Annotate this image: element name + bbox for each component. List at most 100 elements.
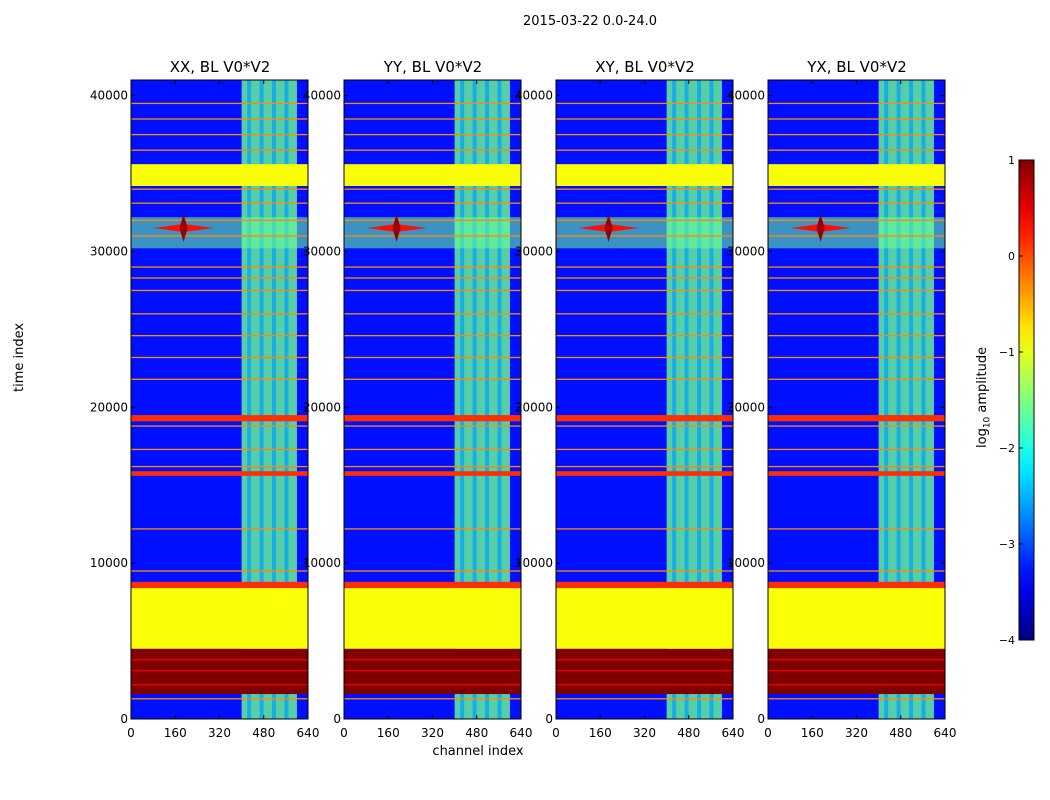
bright-event-core — [393, 225, 400, 232]
heatmap-panel: 0 160 320 480 640 0 10000 20000 30000 40000 — [727, 79, 957, 740]
flag-line — [768, 219, 945, 221]
flag-line — [556, 335, 733, 337]
panel-title-yy: YY, BL V0*V2 — [383, 58, 483, 76]
flagged-block — [768, 415, 945, 422]
y-tick-label: 30000 — [727, 244, 765, 258]
rfi-gap-stripe — [284, 80, 289, 719]
flag-line — [131, 570, 308, 572]
flag-line — [768, 118, 945, 120]
rfi-gap-stripe — [896, 80, 901, 719]
flag-line — [768, 356, 945, 359]
x-axis-label: channel index — [432, 744, 524, 759]
y-tick-label: 40000 — [515, 89, 553, 103]
flag-line — [768, 202, 945, 204]
y-tick-label: 0 — [545, 712, 553, 726]
rfi-gap-stripe — [672, 80, 677, 719]
flag-line — [131, 266, 308, 268]
flag-line — [768, 448, 945, 451]
flag-line — [556, 235, 733, 237]
flag-line — [131, 188, 308, 190]
x-tick-label: 0 — [764, 726, 772, 740]
flag-line — [768, 102, 945, 105]
flag-line — [131, 118, 308, 120]
bright-time-band — [131, 217, 308, 249]
flagged-block — [768, 581, 945, 589]
flag-line — [131, 289, 308, 292]
bright-event-core — [817, 225, 824, 232]
flagged-block — [131, 471, 308, 476]
flagged-block — [344, 471, 521, 476]
flagged-block — [556, 581, 733, 589]
y-tick-label: 10000 — [727, 556, 765, 570]
flag-line — [131, 335, 308, 337]
colorbar-tick-label: −3 — [999, 538, 1015, 551]
flag-line — [131, 235, 308, 237]
flag-line — [131, 378, 308, 380]
rfi-gap-stripe — [909, 80, 914, 719]
x-tick-label: 320 — [208, 726, 231, 740]
figure-suptitle: 2015-03-22 0.0-24.0 — [523, 14, 657, 29]
flagged-block — [131, 581, 308, 589]
rfi-gap-stripe — [259, 80, 264, 719]
x-tick-label: 160 — [801, 726, 824, 740]
flag-line — [556, 188, 733, 190]
flagged-block-stripe — [131, 669, 308, 672]
colorbar-tick-label: 1 — [1008, 154, 1015, 167]
y-tick-label: 20000 — [303, 400, 341, 414]
flag-line — [556, 102, 733, 105]
flagged-block-stripe — [344, 669, 521, 672]
flagged-block — [556, 471, 733, 476]
flag-line — [768, 425, 945, 427]
flag-line — [768, 698, 945, 700]
flag-line — [131, 448, 308, 451]
heatmap-panel: 0 160 320 480 640 0 10000 20000 30000 40000 — [90, 79, 320, 740]
flagged-block — [131, 415, 308, 422]
flagged-block — [556, 648, 733, 695]
flag-line — [556, 219, 733, 221]
rfi-gap-stripe — [684, 80, 689, 719]
x-tick-label: 320 — [633, 726, 656, 740]
x-tick-label: 640 — [934, 726, 957, 740]
flagged-block-stripe — [768, 659, 945, 661]
flag-line — [131, 202, 308, 204]
flag-line — [131, 465, 308, 468]
flag-line — [768, 133, 945, 136]
colorbar-tick-label: −2 — [999, 442, 1015, 455]
x-tick-label: 480 — [889, 726, 912, 740]
flag-line — [344, 202, 521, 204]
flag-line — [344, 133, 521, 136]
y-tick-label: 10000 — [90, 556, 128, 570]
y-tick-label: 20000 — [727, 400, 765, 414]
y-tick-label: 0 — [120, 712, 128, 726]
y-tick-label: 30000 — [90, 244, 128, 258]
rfi-gap-stripe — [709, 80, 714, 719]
flag-line — [768, 335, 945, 337]
flagged-block-stripe — [556, 669, 733, 672]
heatmap-panel: 0 160 320 480 640 0 10000 20000 30000 40000 — [515, 79, 745, 740]
flag-line — [556, 277, 733, 279]
panel-title-xx: XX, BL V0*V2 — [169, 58, 271, 76]
flag-line — [344, 570, 521, 572]
colorbar-tick-label: 0 — [1008, 250, 1015, 263]
flag-line — [344, 425, 521, 427]
flag-line — [556, 289, 733, 292]
flag-line — [131, 149, 308, 151]
flag-line — [768, 149, 945, 151]
flagged-block — [344, 648, 521, 695]
flag-line — [344, 266, 521, 268]
flag-line — [556, 118, 733, 120]
flagged-block-stripe — [556, 684, 733, 686]
flag-line — [131, 425, 308, 427]
flag-line — [556, 149, 733, 151]
rfi-gap-stripe — [921, 80, 926, 719]
flag-line — [131, 219, 308, 221]
flag-line — [556, 570, 733, 572]
bright-event-core — [180, 225, 187, 232]
x-tick-label: 640 — [722, 726, 745, 740]
flagged-block — [131, 164, 308, 186]
y-tick-label: 30000 — [515, 244, 553, 258]
flag-line — [344, 335, 521, 337]
flag-line — [344, 149, 521, 151]
x-tick-label: 640 — [297, 726, 320, 740]
flag-line — [768, 277, 945, 279]
